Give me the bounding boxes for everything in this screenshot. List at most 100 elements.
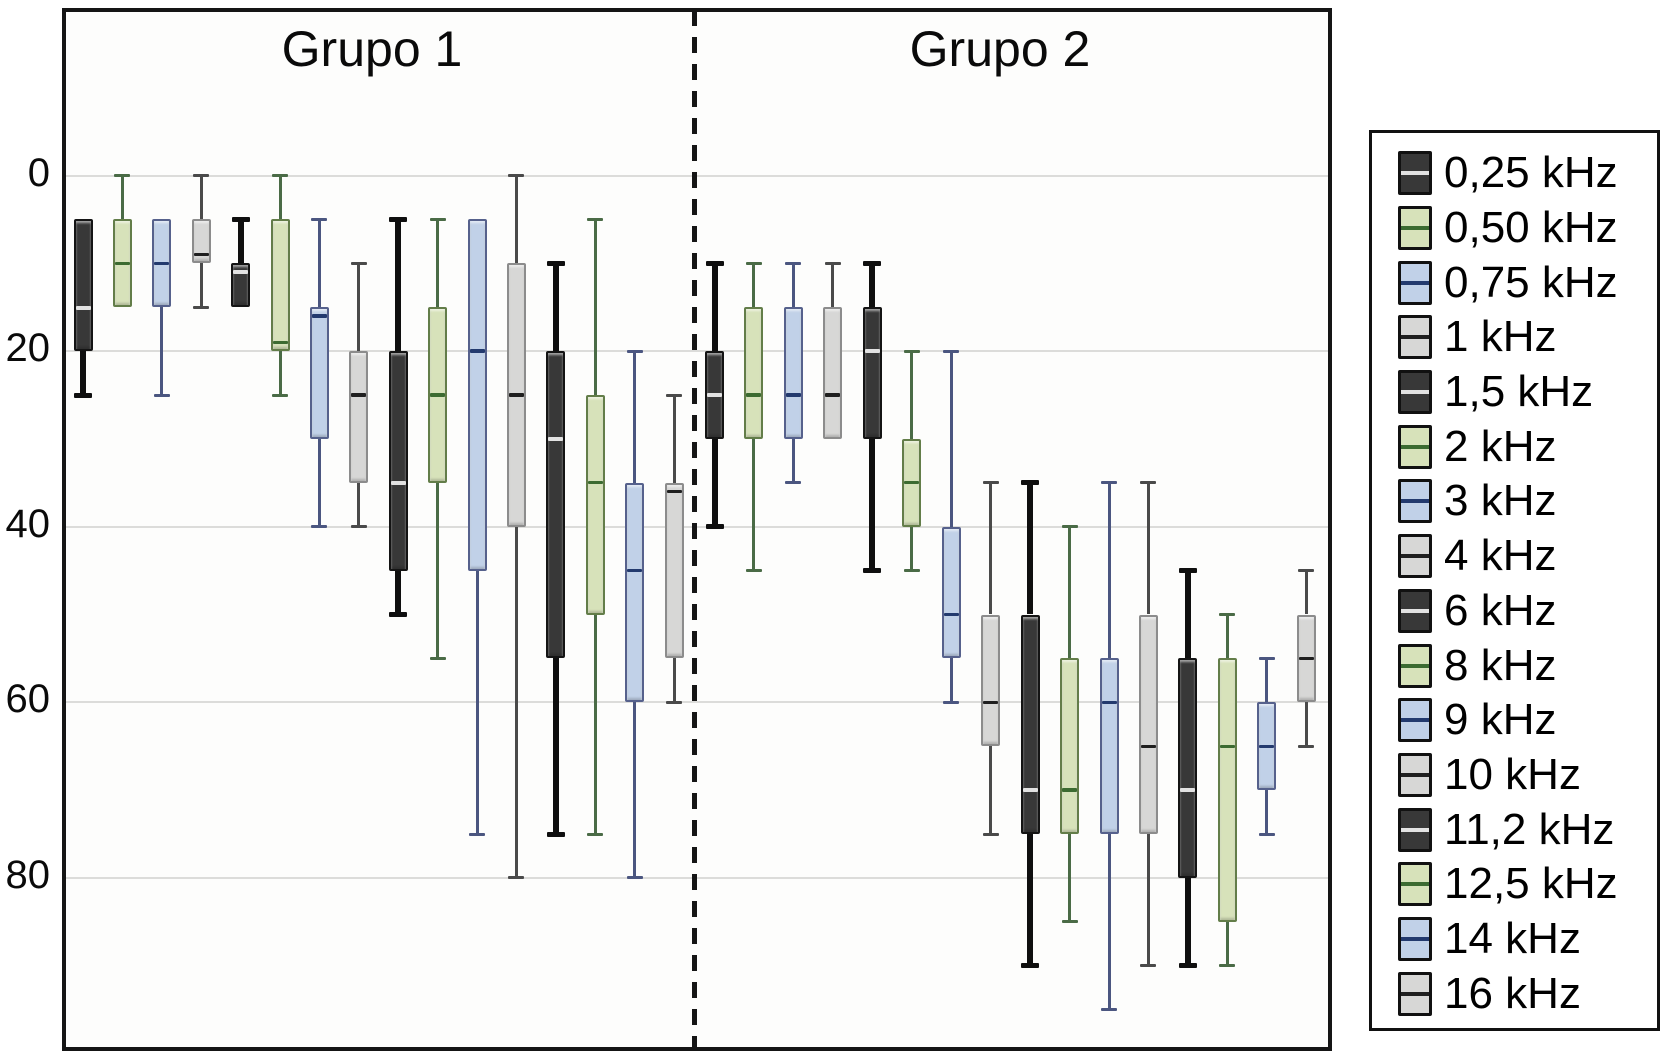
box-grupo2-12-5-khz-lower-whisker xyxy=(1225,921,1229,966)
box-grupo1-14-khz-upper-cap xyxy=(626,349,643,353)
box-grupo1-9-khz-lower-whisker xyxy=(475,570,479,834)
box-grupo1-11-2-khz-upper-cap xyxy=(546,260,565,266)
box-grupo2-16-khz-upper-whisker xyxy=(1304,570,1308,615)
legend-item-4-khz-swatch-icon xyxy=(1398,534,1432,579)
box-grupo2-0-25-khz-upper-whisker xyxy=(711,263,718,352)
box-grupo2-11-2-khz-upper-cap xyxy=(1178,568,1197,574)
legend-item-1-5-khz-label: 1,5 kHz xyxy=(1444,367,1594,417)
legend-item-3-khz-swatch-median-line xyxy=(1401,499,1429,504)
box-grupo1-0-50-khz-upper-whisker xyxy=(120,175,124,220)
box-grupo2-4-khz-median xyxy=(983,700,999,704)
legend-item-16-khz-swatch-median-line xyxy=(1401,991,1429,996)
box-grupo1-8-khz-median xyxy=(430,393,446,397)
box-grupo2-1-khz-upper-cap xyxy=(824,261,841,265)
box-grupo1-8-khz-upper-cap xyxy=(429,217,446,221)
box-grupo1-3-khz xyxy=(309,307,329,439)
box-grupo1-10-khz-upper-cap xyxy=(508,174,525,177)
box-grupo2-0-75-khz-lower-cap xyxy=(785,481,802,485)
box-grupo2-1-khz xyxy=(823,307,843,439)
box-grupo2-2-khz-upper-cap xyxy=(903,349,920,353)
box-grupo2-4-khz-upper-cap xyxy=(982,481,999,485)
box-grupo2-14-khz-lower-cap xyxy=(1258,832,1275,836)
legend-item-8-khz: 8 kHz xyxy=(1398,638,1657,693)
box-grupo1-6-khz-upper-whisker xyxy=(395,219,402,352)
box-grupo1-0-75-khz-lower-cap xyxy=(153,393,170,397)
legend-item-1-5-khz: 1,5 kHz xyxy=(1398,365,1657,420)
box-grupo1-16-khz xyxy=(664,482,684,659)
box-grupo2-6-khz-median xyxy=(1022,788,1038,793)
box-grupo2-9-khz-lower-whisker xyxy=(1107,834,1111,1010)
box-grupo1-6-khz xyxy=(388,351,408,571)
box-grupo1-1-5-khz-upper-cap xyxy=(231,216,250,222)
box-grupo1-8-khz-upper-whisker xyxy=(436,219,440,308)
legend-item-1-5-khz-swatch-icon xyxy=(1398,370,1432,415)
legend-item-16-khz-label: 16 kHz xyxy=(1444,968,1581,1018)
box-grupo1-8-khz-lower-cap xyxy=(429,656,446,660)
gridline-40 xyxy=(66,525,1328,528)
box-grupo1-0-75-khz-lower-whisker xyxy=(160,307,164,395)
legend-item-14-khz-swatch-median-line xyxy=(1401,936,1429,941)
legend-item-3-khz: 3 kHz xyxy=(1398,474,1657,529)
box-grupo1-12-5-khz xyxy=(585,395,605,615)
legend-item-0-50-khz-label: 0,50 kHz xyxy=(1444,203,1618,253)
box-grupo1-3-khz-upper-cap xyxy=(311,217,328,221)
legend-item-0-75-khz-swatch-icon xyxy=(1398,260,1432,305)
box-grupo2-11-2-khz-upper-whisker xyxy=(1184,570,1191,659)
box-grupo1-12-5-khz-upper-cap xyxy=(587,217,604,221)
legend-item-4-khz-label: 4 kHz xyxy=(1444,531,1557,581)
box-grupo2-3-khz xyxy=(941,526,961,659)
box-grupo1-6-khz-median xyxy=(390,481,406,486)
box-grupo1-12-5-khz-lower-whisker xyxy=(593,614,597,834)
legend-item-12-5-khz-label: 12,5 kHz xyxy=(1444,859,1618,909)
legend-item-14-khz-label: 14 kHz xyxy=(1444,913,1581,963)
legend-item-9-khz-swatch-icon xyxy=(1398,698,1432,743)
box-grupo2-10-khz-upper-cap xyxy=(1140,481,1157,485)
box-grupo1-1-khz-median xyxy=(193,252,209,257)
box-grupo2-6-khz-lower-cap xyxy=(1021,963,1040,969)
legend-item-9-khz-label: 9 kHz xyxy=(1444,695,1557,745)
box-grupo2-9-khz-upper-cap xyxy=(1101,481,1117,485)
box-grupo1-1-5-khz xyxy=(231,263,251,308)
box-grupo2-8-khz-upper-whisker xyxy=(1068,526,1072,659)
legend-item-0-25-khz-swatch-icon xyxy=(1398,151,1432,196)
legend-item-6-khz: 6 kHz xyxy=(1398,584,1657,639)
box-grupo2-6-khz-upper-cap xyxy=(1021,480,1040,486)
legend-item-11-2-khz: 11,2 kHz xyxy=(1398,802,1657,857)
box-grupo2-2-khz-lower-whisker xyxy=(910,526,914,571)
box-grupo2-4-khz-lower-whisker xyxy=(989,746,993,834)
box-grupo1-12-5-khz-upper-whisker xyxy=(593,219,597,395)
legend-item-14-khz: 14 kHz xyxy=(1398,912,1657,967)
box-grupo2-16-khz-lower-whisker xyxy=(1304,702,1308,747)
box-grupo2-0-25-khz-lower-whisker xyxy=(711,438,718,527)
box-grupo1-1-khz-upper-whisker xyxy=(199,175,203,220)
box-grupo2-0-25-khz-lower-cap xyxy=(705,524,724,530)
box-grupo1-14-khz-lower-cap xyxy=(626,876,643,880)
box-grupo1-6-khz-lower-whisker xyxy=(395,570,402,615)
box-grupo2-12-5-khz-lower-cap xyxy=(1219,964,1236,968)
legend-item-14-khz-swatch-icon xyxy=(1398,916,1432,961)
legend-item-12-5-khz: 12,5 kHz xyxy=(1398,857,1657,912)
box-grupo2-10-khz-median xyxy=(1140,744,1156,748)
box-grupo1-16-khz-upper-whisker xyxy=(672,395,676,483)
box-grupo1-0-25-khz-lower-whisker xyxy=(80,351,86,395)
box-grupo2-10-khz-upper-whisker xyxy=(1146,482,1150,615)
box-grupo1-14-khz-upper-whisker xyxy=(633,351,637,483)
box-grupo2-1-5-khz xyxy=(862,307,882,439)
box-grupo2-16-khz-lower-cap xyxy=(1298,744,1315,748)
legend-item-0-50-khz-swatch-median-line xyxy=(1401,226,1429,231)
box-grupo1-4-khz-lower-cap xyxy=(350,525,367,529)
y-tick-label-40: 40 xyxy=(5,501,51,546)
box-grupo2-0-50-khz-median xyxy=(746,393,762,397)
box-grupo2-0-75-khz-lower-whisker xyxy=(791,438,795,483)
legend-item-8-khz-label: 8 kHz xyxy=(1444,640,1557,690)
box-grupo2-11-2-khz-median xyxy=(1180,788,1196,793)
box-grupo1-9-khz-median xyxy=(469,349,485,353)
box-grupo1-2-khz-lower-cap xyxy=(272,393,288,397)
legend-item-11-2-khz-swatch-icon xyxy=(1398,807,1432,852)
box-grupo2-4-khz-lower-cap xyxy=(982,832,999,836)
box-grupo2-6-khz-upper-whisker xyxy=(1027,482,1034,615)
box-grupo1-0-50-khz-upper-cap xyxy=(114,174,131,177)
box-grupo2-0-75-khz-median xyxy=(785,393,801,397)
box-grupo2-0-75-khz xyxy=(783,307,803,439)
